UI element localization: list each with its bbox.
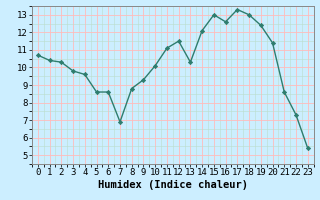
X-axis label: Humidex (Indice chaleur): Humidex (Indice chaleur) [98,180,248,190]
